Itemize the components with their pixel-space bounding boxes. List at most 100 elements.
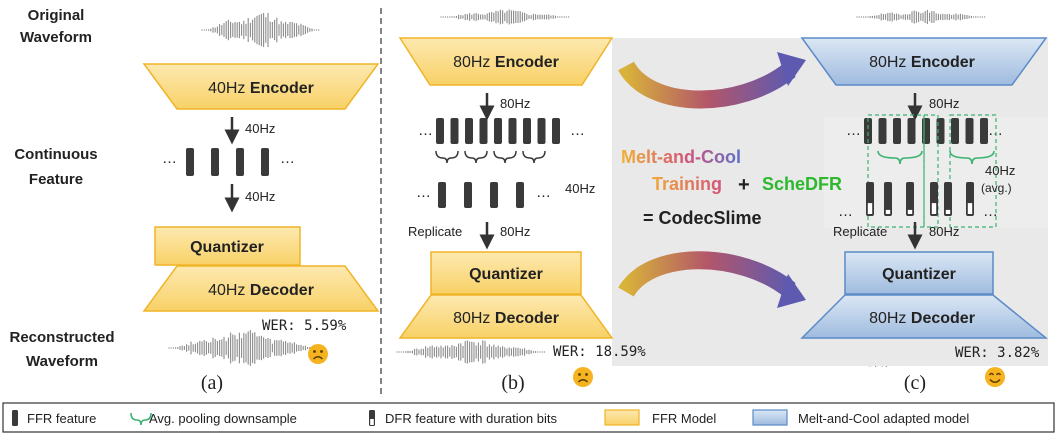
ellipsis-a-left: … [162, 150, 177, 167]
feature-group-c-80hz [864, 118, 988, 144]
duration-bits [967, 203, 973, 214]
curved-arrow-head [777, 274, 806, 308]
sad-face-icon [573, 367, 593, 387]
legend-adapted-model: Melt-and-Cool adapted model [798, 411, 969, 426]
legend-brace-icon [130, 412, 152, 426]
legend-ffr-feature: FFR feature [27, 411, 96, 426]
encoder-a [142, 63, 380, 110]
encoder-c-label: 80Hz Encoder [869, 54, 975, 71]
brace-icon [493, 150, 517, 164]
waveform-icon [201, 12, 320, 48]
pooled-rate-b: 40Hz [565, 181, 595, 196]
ffr-feature-bar [508, 118, 517, 144]
ellipsis-b2-left: … [416, 184, 431, 201]
legend-ffr-model-swatch [604, 409, 640, 426]
duration-bits [931, 203, 937, 214]
duration-bits [867, 203, 873, 214]
legend-ffr-model: FFR Model [652, 411, 716, 426]
label-reconstructed-2: Waveform [26, 353, 98, 370]
rate-label-a2: 40Hz [245, 189, 275, 204]
ffr-feature-bar [186, 148, 194, 176]
decoder-c [800, 294, 1049, 339]
pooled-note-c: (avg.) [981, 181, 1012, 195]
label-original-2: Waveform [20, 29, 92, 46]
replicate-rate-b: 80Hz [500, 224, 530, 239]
label-continuous-2: Feature [29, 171, 83, 188]
dfr-feature-bar [906, 182, 914, 216]
duration-bits [945, 209, 951, 214]
caption-b: (b) [501, 372, 524, 394]
quantizer-a-label: Quantizer [190, 239, 264, 256]
label-reconstructed-1: Reconstructed [9, 329, 114, 346]
curved-arrow-head [777, 52, 806, 86]
legend-box [2, 402, 1055, 433]
ffr-feature-bar [261, 148, 269, 176]
ffr-feature-bar [450, 118, 459, 144]
ffr-feature-bar [479, 118, 488, 144]
dfr-group-outline [949, 114, 997, 228]
brace-icon [464, 150, 488, 164]
legend-dfr-icon-bits [370, 419, 374, 425]
brace-icon [522, 150, 546, 164]
ffr-feature-bar [951, 118, 959, 144]
brace-icon [877, 150, 923, 165]
encoder-a-label: 40Hz Encoder [208, 80, 314, 97]
curved-arrow-icon [618, 61, 796, 109]
ffr-feature-bar [236, 148, 244, 176]
waveform-icon [168, 330, 317, 366]
ellipsis-c2-left: … [838, 203, 853, 220]
ffr-feature-bar [980, 118, 988, 144]
decoder-c-label: 80Hz Decoder [869, 310, 975, 327]
plus-text: + [738, 174, 750, 196]
decoder-a-label: 40Hz Decoder [208, 282, 314, 299]
ffr-feature-bar [465, 118, 473, 144]
ellipsis-b2-right: … [536, 184, 551, 201]
brace-icon [435, 150, 459, 164]
ffr-feature-bar [893, 118, 901, 144]
feature-group-b-80hz [436, 118, 560, 144]
waveform-icon [440, 9, 570, 25]
sad-face-icon [308, 344, 328, 364]
rate-label-b: 80Hz [500, 96, 530, 111]
feature-group-a [186, 148, 269, 176]
legend-avg-pool: Avg. pooling downsample [149, 411, 297, 426]
waveform-icon [856, 9, 986, 25]
decoder-b-label: 80Hz Decoder [453, 310, 559, 327]
brace-icon [949, 150, 995, 165]
encoder-b [398, 37, 614, 86]
ellipsis-c1-right: … [988, 122, 1003, 139]
ffr-feature-bar [864, 118, 872, 144]
replicate-rate-c: 80Hz [929, 224, 959, 239]
duration-bits [885, 209, 891, 214]
brace-icon [435, 150, 546, 164]
feature-group-b-40hz [438, 182, 524, 208]
caption-c: (c) [904, 372, 926, 394]
ffr-feature-bar [922, 118, 930, 144]
schedfr-text: ScheDFR [762, 174, 842, 194]
replicate-c: Replicate [833, 224, 887, 239]
quantizer-c [844, 251, 994, 295]
dfr-feature-group [866, 114, 997, 228]
replicate-b: Replicate [408, 224, 462, 239]
pooled-rate-c: 40Hz [985, 163, 1015, 178]
ffr-feature-bar [436, 118, 444, 144]
decoder-a [142, 265, 380, 312]
ellipsis-a-right: … [280, 150, 295, 167]
ffr-feature-bar [438, 182, 446, 208]
ffr-feature-bar [464, 182, 472, 208]
smile-face-icon [985, 367, 1005, 387]
dfr-group-outline [923, 114, 939, 228]
ffr-feature-bar [907, 118, 916, 144]
wer-b: WER: 18.59% [553, 344, 646, 360]
ffr-feature-bar [552, 118, 560, 144]
decoder-b [398, 294, 614, 339]
codecslime-text: = CodecSlime [643, 208, 762, 228]
ffr-feature-bar [494, 118, 502, 144]
legend-dfr-feature: DFR feature with duration bits [385, 411, 557, 426]
rate-label-c: 80Hz [929, 96, 959, 111]
quantizer-a [154, 226, 301, 266]
ffr-feature-bar [490, 182, 498, 208]
training-text: Training [652, 174, 722, 194]
duration-bits [907, 209, 913, 214]
